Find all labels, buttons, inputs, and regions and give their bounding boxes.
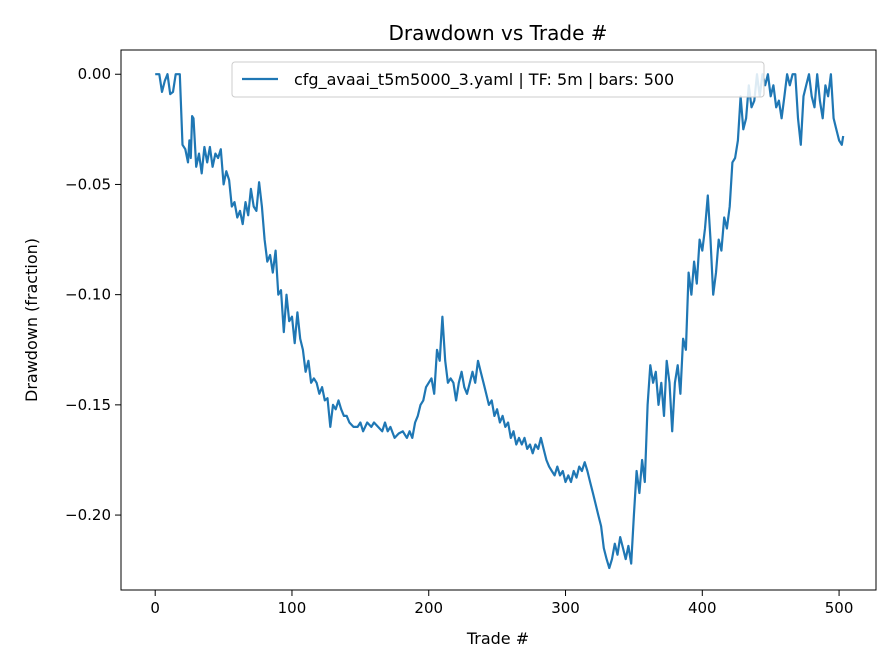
legend-box — [231, 61, 765, 98]
y-tick-label: 0.00 — [78, 65, 111, 83]
y-tick-label: −0.20 — [65, 506, 111, 524]
x-tick-label: 0 — [150, 599, 160, 617]
drawdown-series-line — [155, 73, 845, 570]
y-tick-label: −0.10 — [65, 286, 111, 304]
plot-frame — [120, 49, 877, 591]
x-tick-label: 300 — [551, 599, 580, 617]
y-tick-label: −0.05 — [65, 175, 111, 193]
x-tick-label: 100 — [278, 599, 307, 617]
legend-label: cfg_avaai_t5m5000_3.yaml | TF: 5m | bars… — [294, 70, 674, 90]
x-tick-label: 200 — [414, 599, 443, 617]
y-tick-label: −0.15 — [65, 396, 111, 414]
x-axis-ticks: 0 100 200 300 400 500 — [150, 590, 853, 617]
x-tick-label: 400 — [688, 599, 717, 617]
plot-area: 0 100 200 300 400 500 0.00 −0.05 −0.10 −0.15 −0.2… — [65, 49, 877, 617]
y-axis-label: Drawdown (fraction) — [22, 238, 41, 402]
legend: cfg_avaai_t5m5000_3.yaml | TF: 5m | bars… — [231, 61, 765, 98]
y-axis-ticks: 0.00 −0.05 −0.10 −0.15 −0.20 — [65, 65, 121, 524]
chart-title: Drawdown vs Trade # — [388, 21, 607, 45]
x-tick-label: 500 — [825, 599, 854, 617]
x-axis-label: Trade # — [466, 629, 529, 648]
plot-background — [121, 50, 876, 590]
